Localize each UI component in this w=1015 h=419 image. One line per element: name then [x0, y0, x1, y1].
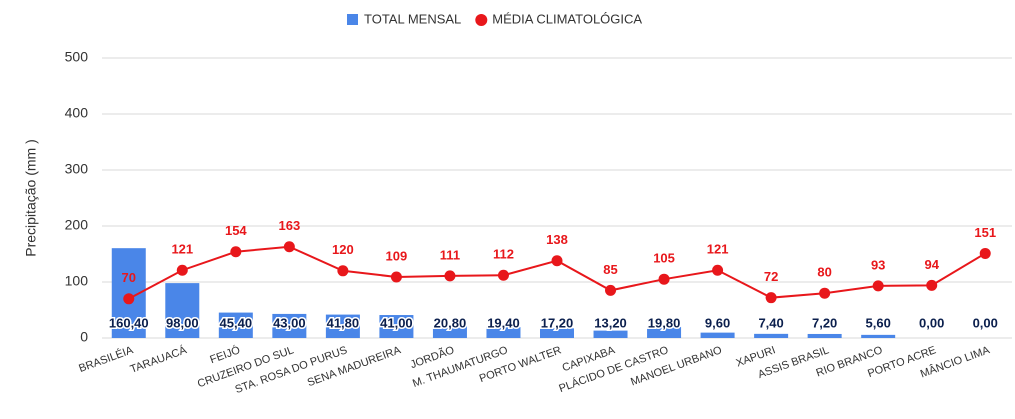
point: [497, 269, 509, 281]
bar-value-label: 9,60: [705, 315, 730, 330]
line-value-label: 94: [924, 257, 939, 272]
y-tick-label: 200: [65, 217, 89, 233]
point: [872, 280, 884, 292]
line-value-label: 93: [871, 257, 885, 272]
line-value-label: 80: [817, 265, 831, 280]
point: [283, 241, 295, 253]
line-value-label: 138: [546, 232, 568, 247]
y-tick-label: 0: [80, 329, 88, 345]
x-tick-label: MANOEL URBANO: [629, 344, 724, 388]
point: [658, 273, 670, 285]
y-tick-label: 500: [65, 49, 89, 65]
y-axis-label: Precipitação (mm ): [23, 139, 39, 256]
bar: [593, 330, 628, 338]
bar-value-label: 0,00: [919, 315, 944, 330]
x-tick-label: BRASILÉIA: [77, 343, 135, 375]
bar-value-label: 13,20: [594, 315, 627, 330]
y-tick-label: 400: [65, 105, 89, 121]
y-tick-label: 100: [65, 273, 89, 289]
point: [979, 247, 991, 259]
bar: [486, 327, 521, 338]
bar-value-label: 19,80: [648, 315, 681, 330]
bar-value-label: 43,00: [273, 315, 306, 330]
point: [765, 292, 777, 304]
line-value-label: 85: [603, 262, 617, 277]
bar-value-label: 41,00: [380, 315, 413, 330]
bar-value-label: 45,40: [220, 315, 253, 330]
x-tick-label: FEIJÓ: [208, 343, 242, 366]
line-value-label: 105: [653, 251, 675, 266]
line-value-label: 109: [386, 248, 408, 263]
point: [176, 264, 188, 276]
bar-value-label: 98,00: [166, 315, 199, 330]
line-value-label: 121: [707, 242, 729, 257]
bar: [861, 334, 896, 338]
bar: [432, 326, 467, 338]
x-tick-label: TARAUACÁ: [128, 343, 189, 376]
line-value-label: 70: [122, 270, 136, 285]
bar: [379, 315, 414, 338]
point: [444, 270, 456, 282]
point: [926, 279, 938, 291]
legend-swatch: [475, 14, 488, 26]
line-value-label: 120: [332, 242, 354, 257]
legend-swatch: [347, 14, 358, 25]
bar: [165, 283, 200, 338]
line-value-label: 112: [493, 247, 514, 262]
line-value-label: 111: [440, 247, 460, 262]
line-value-label: 72: [764, 269, 778, 284]
bar-value-label: 160,40: [109, 315, 149, 330]
bar-value-label: 20,80: [434, 315, 467, 330]
bar-value-label: 19,40: [487, 315, 520, 330]
point: [712, 264, 724, 276]
point: [337, 265, 349, 277]
bar: [647, 326, 682, 338]
point: [605, 284, 617, 296]
x-tick-label: SENA MADUREIRA: [306, 344, 403, 389]
point: [390, 271, 402, 283]
bar: [754, 333, 789, 338]
bar-value-label: 0,00: [973, 315, 998, 330]
bar: [700, 332, 735, 338]
bar: [325, 314, 360, 338]
y-tick-label: 300: [65, 161, 89, 177]
line-value-label: 121: [171, 242, 193, 257]
bar-value-label: 41,80: [327, 315, 360, 330]
bar-value-label: 7,20: [812, 315, 837, 330]
point: [123, 293, 135, 305]
bar: [540, 328, 574, 338]
bar: [218, 312, 253, 338]
point: [551, 255, 563, 267]
bar-value-label: 7,40: [758, 315, 783, 330]
legend-label: TOTAL MENSAL: [364, 11, 461, 26]
bar: [272, 313, 307, 338]
point: [819, 287, 831, 299]
bar: [807, 333, 842, 338]
line-value-label: 151: [974, 225, 996, 240]
point: [230, 246, 242, 258]
line-value-label: 154: [225, 223, 247, 238]
line: [128, 245, 986, 300]
bar-value-label: 5,60: [866, 315, 891, 330]
line-value-label: 163: [279, 218, 301, 233]
bar-value-label: 17,20: [541, 315, 574, 330]
legend-label: MÉDIA CLIMATOLÓGICA: [492, 11, 642, 26]
